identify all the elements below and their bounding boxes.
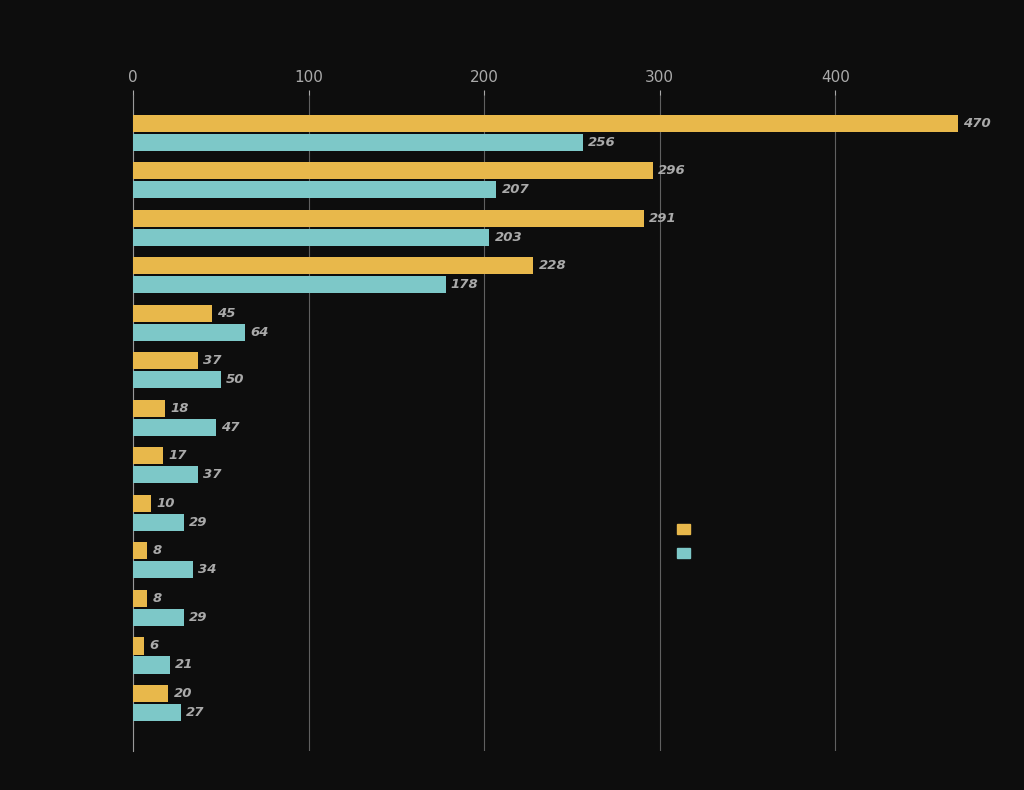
Bar xyxy=(133,514,184,531)
Bar xyxy=(133,704,180,721)
Text: 64: 64 xyxy=(251,325,269,339)
Bar xyxy=(133,181,497,198)
Bar xyxy=(133,115,958,132)
Bar xyxy=(133,419,216,436)
Text: 291: 291 xyxy=(649,212,677,225)
Bar xyxy=(133,258,534,274)
Text: 37: 37 xyxy=(204,468,222,481)
Text: 296: 296 xyxy=(658,164,686,177)
Bar xyxy=(133,609,184,626)
Text: 21: 21 xyxy=(175,659,194,672)
Bar xyxy=(133,590,147,607)
Bar xyxy=(133,210,644,227)
Text: 29: 29 xyxy=(189,611,208,624)
Bar xyxy=(133,305,212,322)
Bar xyxy=(133,685,168,702)
Text: 6: 6 xyxy=(148,639,158,653)
Text: 50: 50 xyxy=(226,374,245,386)
Bar xyxy=(133,447,163,465)
Text: 8: 8 xyxy=(153,544,162,558)
Bar xyxy=(133,466,198,483)
Bar xyxy=(133,371,221,389)
Text: 203: 203 xyxy=(495,231,522,244)
Text: 8: 8 xyxy=(153,592,162,605)
Bar xyxy=(133,656,170,674)
Text: 207: 207 xyxy=(502,183,529,197)
Bar xyxy=(133,229,489,246)
Text: 27: 27 xyxy=(185,706,204,719)
Text: 34: 34 xyxy=(198,563,216,577)
Bar xyxy=(133,324,246,341)
Text: 256: 256 xyxy=(588,136,615,149)
Text: 17: 17 xyxy=(168,450,186,462)
Bar xyxy=(133,638,143,655)
Bar xyxy=(133,352,198,370)
Bar xyxy=(133,543,147,559)
Text: 18: 18 xyxy=(170,402,188,415)
Text: 29: 29 xyxy=(189,516,208,529)
Bar xyxy=(677,524,689,534)
Bar xyxy=(133,400,165,417)
Text: 178: 178 xyxy=(451,278,478,292)
Text: 10: 10 xyxy=(156,497,174,510)
Bar xyxy=(133,276,445,293)
Bar xyxy=(133,134,583,151)
Bar xyxy=(133,495,151,512)
Text: 37: 37 xyxy=(204,355,222,367)
Text: 45: 45 xyxy=(217,307,236,320)
Text: 228: 228 xyxy=(539,259,566,273)
Text: 20: 20 xyxy=(173,687,191,700)
Text: 47: 47 xyxy=(221,421,240,434)
Bar xyxy=(133,562,193,578)
Bar xyxy=(133,162,652,179)
Bar xyxy=(677,547,689,558)
Text: 470: 470 xyxy=(964,117,991,130)
